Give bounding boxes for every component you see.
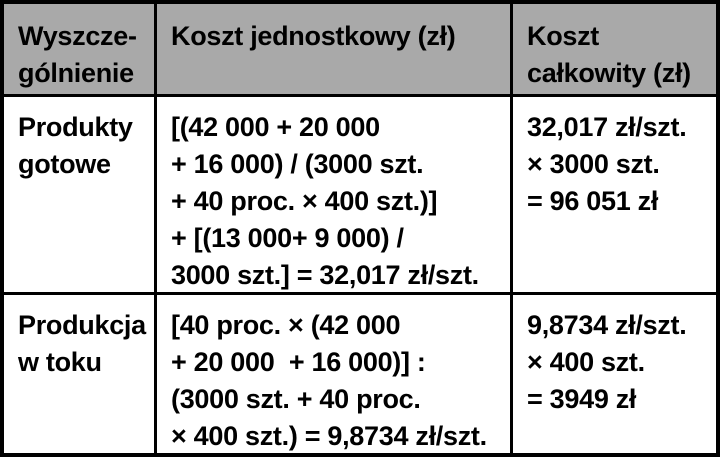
header-cell-total-cost: Koszt całkowity (zł) (513, 4, 716, 97)
header-cell-specification: Wyszcze- gólnienie (4, 4, 157, 97)
total-cost-produkcja-w-toku: 9,8734 zł/szt. × 400 szt. = 3949 zł (527, 310, 687, 414)
header-cell-unit-cost: Koszt jednostkowy (zł) (157, 4, 513, 97)
unit-cost-formula-produkty-gotowe: [(42 000 + 20 000 + 16 000) / (3000 szt.… (157, 97, 513, 295)
row-label-produkty-gotowe: Produkty gotowe (4, 97, 157, 295)
unit-cost-formula-produkcja-w-toku: [40 proc. × (42 000 + 20 000 + 16 000)] … (157, 295, 513, 453)
total-cost-produkty-gotowe: 32,017 zł/szt. × 3000 szt. = 96 051 zł (513, 97, 716, 295)
row-label-produkcja-w-toku: Produkcja w toku (4, 295, 157, 453)
